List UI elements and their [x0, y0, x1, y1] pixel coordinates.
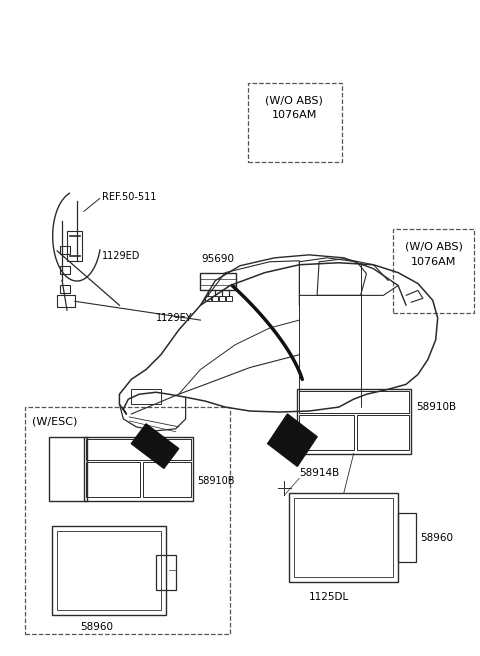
- Bar: [297, 389, 411, 453]
- Text: 58960: 58960: [420, 533, 453, 543]
- Text: 1129EY: 1129EY: [156, 313, 192, 323]
- Bar: [60, 266, 70, 274]
- Bar: [357, 415, 409, 449]
- Bar: [24, 407, 230, 634]
- Text: 58910B: 58910B: [416, 402, 456, 412]
- Text: 1125DL: 1125DL: [309, 592, 349, 602]
- Text: 1129ED: 1129ED: [102, 251, 140, 261]
- Bar: [300, 415, 354, 449]
- Bar: [131, 389, 161, 404]
- Bar: [398, 513, 416, 562]
- Bar: [57, 531, 161, 609]
- Text: (W/ESC): (W/ESC): [33, 417, 78, 427]
- Bar: [49, 437, 87, 501]
- Bar: [57, 295, 75, 307]
- Bar: [393, 229, 474, 313]
- Bar: [67, 231, 82, 261]
- Bar: [205, 297, 211, 301]
- Bar: [60, 285, 70, 293]
- Bar: [294, 498, 393, 577]
- Bar: [300, 391, 409, 413]
- Bar: [289, 493, 398, 582]
- Polygon shape: [131, 424, 179, 468]
- Polygon shape: [268, 414, 317, 466]
- Text: REF.50-511: REF.50-511: [102, 192, 156, 201]
- Bar: [84, 437, 192, 501]
- Bar: [143, 462, 191, 497]
- Text: 1076AM: 1076AM: [411, 256, 456, 267]
- Bar: [226, 297, 232, 301]
- Bar: [212, 297, 218, 301]
- Text: 95690: 95690: [202, 254, 235, 264]
- Text: (W/O ABS): (W/O ABS): [265, 96, 324, 106]
- Bar: [86, 462, 140, 497]
- Bar: [156, 556, 176, 590]
- Text: (W/O ABS): (W/O ABS): [405, 242, 463, 252]
- Bar: [52, 525, 166, 615]
- Text: 58960: 58960: [80, 621, 113, 632]
- Bar: [86, 439, 191, 461]
- Text: 1076AM: 1076AM: [272, 110, 317, 121]
- Bar: [201, 273, 236, 291]
- Bar: [219, 297, 225, 301]
- Bar: [60, 246, 70, 254]
- Bar: [248, 83, 342, 162]
- Text: 58910B: 58910B: [197, 476, 235, 486]
- Text: 58914B: 58914B: [300, 468, 339, 478]
